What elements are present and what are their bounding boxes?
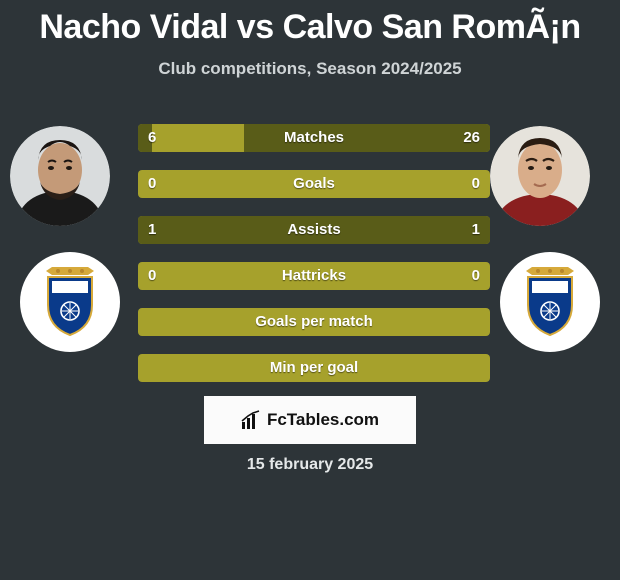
stat-row: Hattricks0 0 xyxy=(138,262,490,290)
stat-label: Goals per match xyxy=(138,308,490,336)
stat-label: Assists xyxy=(138,216,490,244)
stat-label: Matches xyxy=(138,124,490,152)
fctables-icon xyxy=(241,410,261,430)
stat-value-right: 0 xyxy=(462,262,490,290)
stat-value-left: 0 xyxy=(138,262,166,290)
player-left-avatar xyxy=(10,126,110,226)
stat-label: Min per goal xyxy=(138,354,490,382)
club-right-crest xyxy=(500,252,600,352)
stat-value-left: 6 xyxy=(138,124,166,152)
stat-row: Goals per match xyxy=(138,308,490,336)
stat-value-right: 1 xyxy=(462,216,490,244)
page-title: Nacho Vidal vs Calvo San RomÃ¡n xyxy=(0,0,620,47)
watermark-text: FcTables.com xyxy=(267,410,379,430)
player-right-avatar xyxy=(490,126,590,226)
stat-value-left: 1 xyxy=(138,216,166,244)
comparison-bars: Matches626Goals00Assists11Hattricks00Goa… xyxy=(138,124,490,400)
page-subtitle: Club competitions, Season 2024/2025 xyxy=(0,59,620,79)
stat-row: Goals0 0 xyxy=(138,170,490,198)
stat-row: Assists1 1 xyxy=(138,216,490,244)
stat-label: Goals xyxy=(138,170,490,198)
stat-value-right: 0 xyxy=(462,170,490,198)
stat-label: Hattricks xyxy=(138,262,490,290)
stat-value-left: 0 xyxy=(138,170,166,198)
club-left-crest xyxy=(20,252,120,352)
stat-row: Matches6 26 xyxy=(138,124,490,152)
snapshot-date: 15 february 2025 xyxy=(0,456,620,474)
stat-row: Min per goal xyxy=(138,354,490,382)
source-watermark: FcTables.com xyxy=(204,396,416,444)
stat-value-right: 26 xyxy=(453,124,490,152)
